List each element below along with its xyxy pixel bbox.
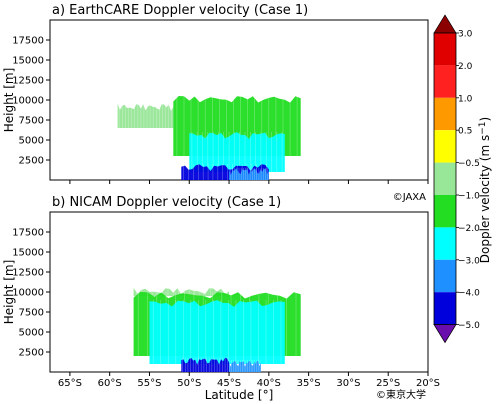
colorbar-tick-label: −0.5 [458, 159, 480, 169]
panel-b-title: b) NICAM Doppler velocity (Case 1) [52, 195, 281, 210]
colorbar-tick-label: −1.0 [458, 192, 480, 202]
panel-b-plot [133, 288, 301, 372]
velocity-region [117, 104, 174, 128]
x-tick-label: 25°S [376, 378, 400, 389]
y-tick-label: 7500 [19, 116, 44, 127]
colorbar-extend-max [433, 14, 457, 34]
y-tick-label: 10000 [12, 288, 44, 299]
colorbar-segment [434, 33, 456, 66]
y-tick-label: 5000 [19, 328, 44, 339]
x-tick-label: 35°S [297, 378, 321, 389]
velocity-region [229, 360, 261, 372]
y-tick-label: 12500 [12, 76, 44, 87]
panel-b: b) NICAM Doppler velocity (Case 1) 2500 5… [2, 195, 440, 402]
panel-a-xaxis [69, 180, 429, 184]
velocity-region [189, 132, 285, 172]
colorbar-segment [434, 65, 456, 98]
y-tick-label: 17500 [12, 36, 44, 47]
y-tick-label: 2500 [19, 348, 44, 359]
colorbar-segment [434, 195, 456, 228]
panel-a: a) EarthCARE Doppler velocity (Case 1) 2… [2, 3, 429, 203]
x-tick-label: 40°S [257, 378, 281, 389]
colorbar-extend-min [433, 324, 457, 344]
x-tick-label: 65°S [58, 378, 82, 389]
y-tick-label: 15000 [12, 248, 44, 259]
colorbar-tick-label: 1.0 [458, 94, 473, 104]
colorbar-segment [434, 97, 456, 131]
panel-b-credit: ©東京大学 [376, 388, 426, 401]
y-tick-label: 2500 [19, 156, 44, 167]
colorbar-segment [434, 162, 456, 195]
panel-b-yaxis: 2500 5000 7500 10000 12500 15000 17500 [12, 228, 50, 359]
x-tick-label: 60°S [98, 378, 122, 389]
colorbar-tick-label: −2.0 [458, 224, 480, 234]
panel-b-xlabel: Latitude [°] [205, 388, 274, 402]
panel-a-yaxis: 2500 5000 7500 10000 12500 15000 17500 [12, 36, 50, 167]
y-tick-label: 7500 [19, 308, 44, 319]
y-tick-label: 10000 [12, 96, 44, 107]
colorbar-segment [434, 130, 456, 163]
panel-a-title: a) EarthCARE Doppler velocity (Case 1) [52, 3, 308, 18]
colorbar-segment [434, 227, 456, 260]
y-tick-label: 15000 [12, 56, 44, 67]
velocity-region [133, 288, 230, 296]
x-tick-label: 55°S [137, 378, 161, 389]
colorbar-segment [434, 292, 456, 325]
colorbar-tick-label: −5.0 [458, 321, 480, 331]
y-tick-label: 5000 [19, 136, 44, 147]
colorbar-tick-label: 0.5 [458, 127, 472, 137]
x-tick-label: 50°S [177, 378, 201, 389]
colorbar-frame [433, 32, 457, 326]
velocity-region [229, 168, 269, 180]
panel-b-xaxis: 65°S 60°S 55°S 50°S 45°S 40°S 35°S 30°S 25°S 20°S [58, 372, 440, 389]
colorbar-tick-label: 2.0 [458, 62, 473, 72]
colorbar-tick-label: 3.0 [458, 30, 473, 40]
colorbar: 3.0 2.0 1.0 0.5 −0.5 −1.0 −2.0 −3.0 −4.0 −5.0 [433, 14, 480, 344]
x-tick-label: 45°S [217, 378, 241, 389]
colorbar-tick-label: −3.0 [458, 256, 480, 266]
colorbar-segment [434, 259, 456, 293]
x-tick-label: 20°S [416, 378, 440, 389]
panel-a-plot [117, 96, 301, 180]
panel-b-ylabel: Height [m] [2, 260, 16, 325]
x-tick-label: 30°S [336, 378, 360, 389]
velocity-region [181, 357, 230, 372]
colorbar-tick-label: −4.0 [458, 289, 480, 299]
panel-a-credit: ©JAXA [393, 192, 426, 203]
colorbar-label: Doppler velocity (m s−1) [478, 117, 492, 263]
panel-a-ylabel: Height [m] [2, 68, 16, 133]
velocity-region [149, 300, 285, 364]
y-tick-label: 12500 [12, 268, 44, 279]
y-tick-label: 17500 [12, 228, 44, 239]
